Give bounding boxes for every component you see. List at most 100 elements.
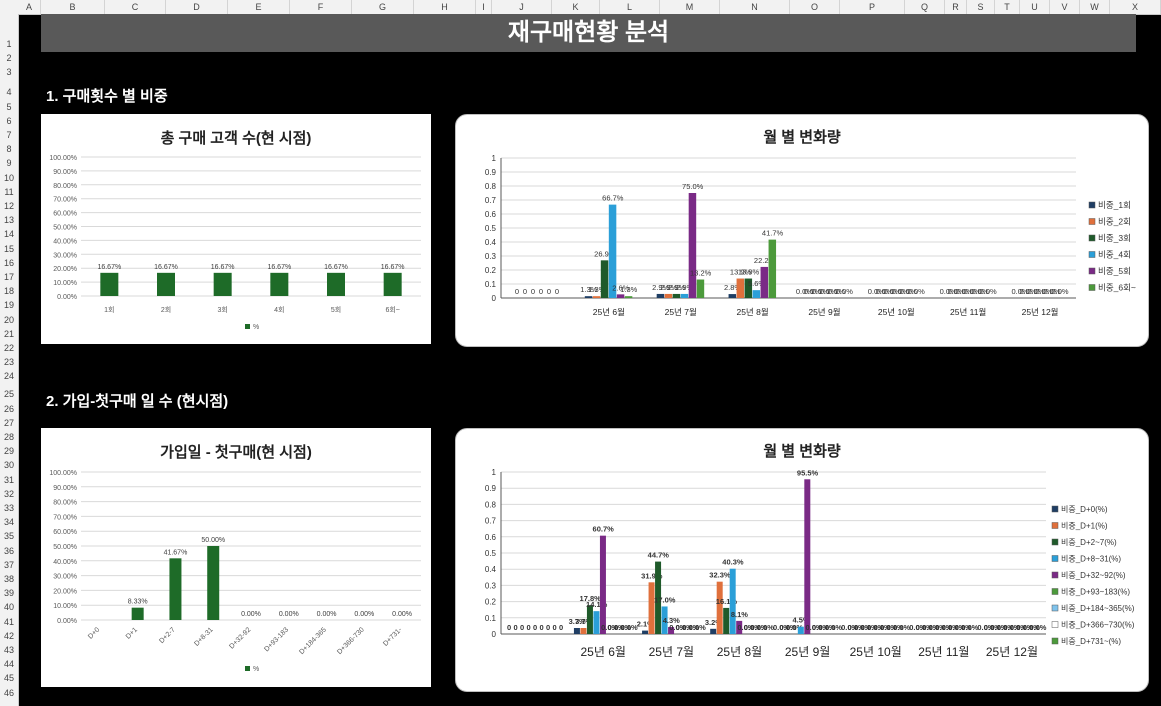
row-header-30[interactable]: 30 [3, 460, 14, 471]
x-tick-label: D+1 [125, 626, 139, 640]
row-header-8[interactable]: 8 [6, 144, 12, 155]
row-header-13[interactable]: 13 [3, 215, 14, 226]
x-tick-label: D+366-730 [336, 626, 366, 656]
row-header-14[interactable]: 14 [3, 229, 14, 240]
column-header-d[interactable]: D [166, 0, 228, 14]
row-header-26[interactable]: 26 [3, 403, 14, 414]
row-header-18[interactable]: 18 [3, 286, 14, 297]
chart-panel-monthly-change-1[interactable]: 월 별 변화량 0 0.1 0.2 0.3 0.4 0.5 0.6 0.7 0.8 0.9 1 0 0 0… [455, 114, 1149, 347]
row-header-23[interactable]: 23 [3, 357, 14, 368]
row-header-29[interactable]: 29 [3, 446, 14, 457]
bar [616, 294, 625, 298]
column-header-w[interactable]: W [1080, 0, 1110, 14]
row-header-43[interactable]: 43 [3, 645, 14, 655]
column-header-p[interactable]: P [840, 0, 905, 14]
legend-label: 비중_D+32~92(%) [1061, 571, 1126, 580]
row-header-32[interactable]: 32 [3, 488, 14, 499]
y-tick-label: 0.6 [485, 210, 497, 219]
column-header-t[interactable]: T [995, 0, 1020, 14]
row-header-31[interactable]: 31 [3, 474, 14, 485]
row-header-21[interactable]: 21 [3, 328, 14, 339]
row-header-46[interactable]: 46 [3, 687, 14, 698]
column-header-f[interactable]: F [290, 0, 352, 14]
column-header-i[interactable]: I [476, 0, 492, 14]
column-header-l[interactable]: L [600, 0, 660, 14]
row-header-27[interactable]: 27 [3, 417, 14, 428]
row-header-37[interactable]: 37 [3, 559, 14, 570]
row-header-17[interactable]: 17 [3, 272, 14, 282]
bar [586, 605, 593, 634]
x-tick-label: 25년 11월 [918, 645, 969, 659]
column-header-m[interactable]: M [660, 0, 720, 14]
y-tick-label: 70.00% [53, 197, 77, 204]
row-header-12[interactable]: 12 [3, 201, 14, 211]
column-header-u[interactable]: U [1020, 0, 1050, 14]
data-label: 0.0% [868, 287, 885, 296]
row-header-15[interactable]: 15 [3, 243, 14, 254]
data-label: 0 [526, 623, 530, 632]
column-header-n[interactable]: N [720, 0, 790, 14]
row-header-3[interactable]: 3 [6, 67, 12, 78]
row-header-9[interactable]: 9 [6, 158, 12, 169]
row-header-16[interactable]: 16 [3, 257, 14, 268]
y-tick-label: 0.9 [485, 484, 497, 493]
data-label: 0.0% [1010, 623, 1027, 632]
column-header-a[interactable]: A [18, 0, 41, 14]
row-header-6[interactable]: 6 [6, 115, 12, 126]
row-header-22[interactable]: 22 [3, 343, 14, 353]
row-header-4[interactable]: 4 [6, 87, 12, 98]
row-header-33[interactable]: 33 [3, 503, 14, 513]
y-tick-label: 80.00% [53, 183, 77, 190]
data-label: 0.0% [948, 623, 965, 632]
column-header-e[interactable]: E [228, 0, 290, 14]
column-header-j[interactable]: J [492, 0, 552, 14]
row-header-20[interactable]: 20 [3, 314, 14, 325]
row-header-5[interactable]: 5 [6, 101, 12, 112]
row-header-24[interactable]: 24 [3, 371, 14, 382]
chart-panel-monthly-change-2[interactable]: 월 별 변화량 0 0.1 0.2 0.3 0.4 0.5 0.6 0.7 0.8 0.9 1 0 0 0… [455, 428, 1149, 692]
row-header-11[interactable]: 11 [4, 186, 14, 197]
chart-panel-signup-first-purchase[interactable]: 가입일 - 첫구매(현 시점) 0.00% 10.00% 20.00% 30.00% 4… [41, 428, 431, 687]
row-header-7[interactable]: 7 [6, 130, 12, 140]
data-label: 0 [507, 623, 511, 632]
row-header-44[interactable]: 44 [3, 659, 14, 670]
column-header-x[interactable]: X [1110, 0, 1161, 14]
row-header-34[interactable]: 34 [3, 517, 14, 528]
column-header-h[interactable]: H [414, 0, 476, 14]
data-label: 0.0% [621, 623, 638, 632]
data-label: 0.0% [848, 623, 865, 632]
row-header-40[interactable]: 40 [3, 602, 14, 613]
data-label: 2.8% [724, 283, 741, 292]
row-header-45[interactable]: 45 [3, 673, 14, 684]
column-header-r[interactable]: R [945, 0, 967, 14]
column-header-s[interactable]: S [967, 0, 995, 14]
data-label: 0 [520, 623, 524, 632]
column-header-b[interactable]: B [41, 0, 105, 14]
chart-panel-purchase-count[interactable]: 총 구매 고객 수(현 시점) 0.00% 10.00% 20.00% 30.00% 4… [41, 114, 431, 344]
row-header-38[interactable]: 38 [3, 574, 14, 584]
column-header-v[interactable]: V [1050, 0, 1080, 14]
row-header-42[interactable]: 42 [3, 630, 14, 641]
row-header-36[interactable]: 36 [3, 545, 14, 556]
column-header-q[interactable]: Q [905, 0, 945, 14]
column-header-k[interactable]: K [552, 0, 600, 14]
bar [797, 626, 804, 634]
row-header-35[interactable]: 35 [3, 531, 14, 542]
row-header-39[interactable]: 39 [3, 588, 14, 599]
data-label: 2.9% [660, 283, 677, 292]
column-header-g[interactable]: G [352, 0, 414, 14]
data-label: 0 [552, 623, 556, 632]
row-header-41[interactable]: 41 [3, 616, 14, 627]
data-label: 0 [533, 623, 537, 632]
column-header-o[interactable]: O [790, 0, 840, 14]
row-header-2[interactable]: 2 [6, 53, 12, 64]
data-label: 2.9% [652, 283, 669, 292]
row-header-1[interactable]: 1 [6, 39, 12, 49]
legend-label: 비중_D+8~31(%) [1061, 555, 1121, 564]
data-label: 95.5% [797, 468, 819, 477]
row-header-25[interactable]: 25 [3, 389, 14, 400]
row-header-28[interactable]: 28 [3, 432, 14, 442]
column-header-c[interactable]: C [105, 0, 166, 14]
row-header-10[interactable]: 10 [3, 172, 14, 183]
row-header-19[interactable]: 19 [3, 300, 14, 311]
